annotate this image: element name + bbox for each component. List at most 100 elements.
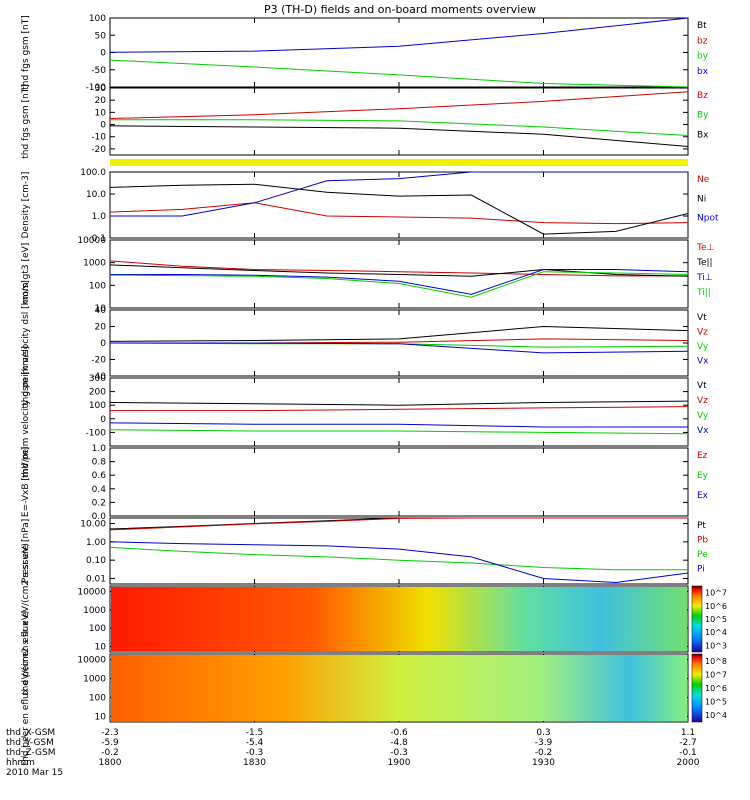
legend-Pe: Pe	[697, 550, 708, 560]
y-tick-label: 0.1	[92, 234, 106, 244]
panel-5: thd peim velocity dsl [km/s] -40 -20 0 20 40 V…	[21, 280, 709, 406]
colorbar-tick-label: 10^7	[705, 589, 727, 598]
legend-Bz: Bz	[697, 91, 708, 101]
series-Npot-line	[110, 171, 688, 217]
panel-9: thd peir en eflux eV/(cm2 s sr eV) 10 100 1…	[21, 543, 727, 695]
y-tick-label: 10	[95, 304, 107, 314]
y-axis-label: thd fgs gsm [nT]	[21, 84, 31, 159]
y-tick-label: 100	[89, 14, 106, 24]
y-tick-label: 20	[95, 323, 107, 333]
x-row-value: -0.2	[535, 748, 553, 758]
series-Pe-line	[109, 546, 688, 571]
x-row-value: -2.7	[679, 738, 697, 748]
legend-By: By	[697, 111, 709, 121]
y-tick-label: 0.8	[92, 458, 107, 468]
x-row-value: 1830	[243, 758, 266, 768]
y-tick-label: 10	[95, 642, 107, 652]
y-tick-label: 1.00	[86, 538, 106, 548]
x-row-label: thd_Y-GSM	[6, 738, 54, 748]
panel-3: Density [cm-3] 0.1 1.0 10.0 100.0 Ne Ni Npot	[21, 168, 719, 244]
x-row-value: -5.9	[101, 738, 119, 748]
panel-6: thd peim velocity gsm [km/s] -100 0 100 200 3…	[21, 346, 709, 478]
y-tick-label: -100	[86, 428, 107, 438]
x-row-value: -0.6	[390, 728, 408, 738]
legend-Vt: Vt	[697, 313, 707, 323]
y-axis-label: Pressure [nPa]	[21, 519, 31, 584]
y-tick-label: 50	[95, 31, 107, 41]
y-tick-label: 100	[89, 693, 106, 703]
x-row-value: 1900	[388, 758, 411, 768]
legend-Ne: Ne	[697, 175, 710, 185]
legend-Bx: Bx	[697, 130, 709, 140]
y-tick-label: 10000	[77, 588, 106, 598]
colorbar-tick-label: 10^5	[705, 698, 727, 707]
x-row-value: -0.3	[390, 748, 408, 758]
colorbar-tick-label: 10^3	[705, 641, 727, 650]
colorbar-tick-label: 10^6	[705, 602, 727, 611]
y-tick-label: 0	[100, 415, 106, 425]
legend-Ez: Ez	[697, 451, 708, 461]
y-tick-label: 0	[100, 339, 106, 349]
series-Pb-line	[109, 517, 688, 531]
y-tick-label: 20	[95, 96, 107, 106]
y-axis-label: thd peir en eflux eV/(cm2 s sr eV)	[21, 543, 31, 695]
x-row-value: 1930	[532, 758, 555, 768]
y-axis-label: thd fgs gsm [nT]	[21, 15, 31, 90]
series-Vx-line	[110, 342, 689, 354]
panel-1: thd fgs gsm [nT] -100 -50 0 50 100 Bt bz by bx	[21, 14, 709, 93]
series-by-line	[109, 59, 689, 88]
series-Ne-line	[109, 202, 689, 225]
x-row-value: 2000	[677, 758, 700, 768]
y-tick-label: 100	[89, 624, 106, 634]
y-tick-label: 1000	[83, 606, 106, 616]
legend-Te⊥: Te⊥	[696, 243, 715, 253]
legend-Vy: Vy	[697, 411, 709, 421]
x-axis-labels: thd_X-GSM -2.3 -1.5 -0.6 0.3 1.1 thd_Y-GSM -5.9…	[6, 728, 700, 778]
separator-band	[110, 159, 688, 166]
y-tick-label: -100	[86, 83, 107, 93]
series-Pi-line	[109, 541, 689, 584]
legend-Bt: Bt	[697, 21, 707, 31]
y-tick-label: -40	[91, 372, 106, 382]
y-tick-label: 0.4	[92, 485, 107, 495]
legend-bz: bz	[697, 36, 708, 46]
legend-Ni: Ni	[697, 194, 706, 204]
y-tick-label: -10	[91, 133, 106, 143]
x-row-value: -0.1	[679, 748, 697, 758]
y-tick-label: 1.0	[92, 444, 107, 454]
series-Ti||-line	[109, 271, 689, 298]
legend-Npot: Npot	[697, 214, 719, 224]
x-row-value: -0.3	[246, 748, 264, 758]
y-tick-label: 100	[89, 281, 106, 291]
y-tick-label: 300	[89, 374, 106, 384]
x-row-value: 1800	[99, 758, 122, 768]
y-tick-label: 10	[95, 712, 107, 722]
y-axis-label: mom gt3 [eV]	[21, 243, 31, 305]
legend-Te||: Te||	[696, 258, 713, 268]
colorbar-tick-label: 10^8	[705, 657, 727, 666]
series-Vz-line	[110, 406, 689, 412]
series-Ti⊥-line	[110, 269, 689, 295]
colorbar-tick-label: 10^7	[705, 670, 727, 679]
y-tick-label: -20	[91, 356, 106, 366]
y-tick-label: 0.0	[92, 512, 107, 522]
x-row-label: thd_Z-GSM	[6, 748, 55, 758]
colorbar-tick-label: 10^4	[705, 628, 727, 637]
y-axis-label: thd peim velocity gsm [km/s]	[21, 346, 31, 478]
series-Vt-line	[109, 325, 689, 342]
panel-frame	[109, 377, 689, 447]
x-row-value: -1.5	[246, 728, 264, 738]
y-tick-label: 100	[89, 401, 106, 411]
y-tick-label: 200	[89, 388, 106, 398]
y-tick-label: 10.00	[80, 520, 106, 530]
date-label: 2010 Mar 15	[6, 768, 63, 778]
panel-10: thd peer en eflux eV/(cm2 s sr eV) 10 100 1…	[21, 611, 727, 766]
x-row-value: -4.8	[390, 738, 408, 748]
y-tick-label: 0.01	[86, 574, 106, 584]
y-tick-label: 1.0	[92, 212, 107, 222]
x-row-value: -0.2	[101, 748, 119, 758]
heatmap-image	[111, 587, 687, 651]
y-tick-label: 100.0	[80, 168, 106, 178]
